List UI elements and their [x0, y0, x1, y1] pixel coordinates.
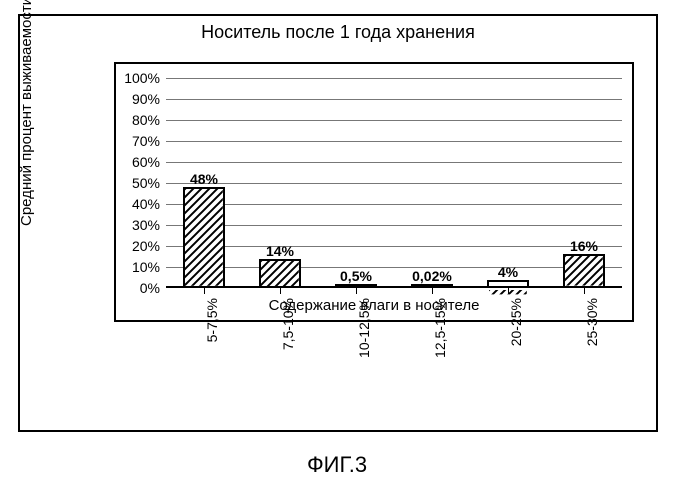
y-tick-label: 10% — [132, 259, 160, 275]
y-tick-label: 70% — [132, 133, 160, 149]
bar-value-label: 48% — [190, 171, 218, 187]
bar: 14% — [259, 259, 301, 288]
gridline — [166, 162, 622, 163]
gridline — [166, 120, 622, 121]
bar-value-label: 0,5% — [340, 268, 372, 284]
gridline — [166, 267, 622, 268]
bar-value-label: 16% — [570, 238, 598, 254]
y-tick-label: 0% — [140, 280, 160, 296]
y-tick-label: 60% — [132, 154, 160, 170]
bar-value-label: 4% — [498, 264, 518, 280]
bar-value-label: 0,02% — [412, 268, 452, 284]
y-tick-label: 50% — [132, 175, 160, 191]
x-tick — [280, 288, 281, 294]
x-tick — [204, 288, 205, 294]
x-tick — [584, 288, 585, 294]
x-axis-title: Содержание влаги в носителе — [116, 297, 632, 314]
figure-caption: ФИГ.3 — [0, 452, 674, 478]
bar: 48% — [183, 187, 225, 288]
gridline — [166, 141, 622, 142]
gridline — [166, 225, 622, 226]
gridline — [166, 183, 622, 184]
bar: 4% — [487, 280, 529, 288]
plot-frame: 0%10%20%30%40%50%60%70%80%90%100%48%5-7,… — [114, 62, 634, 322]
x-tick — [432, 288, 433, 294]
chart-outer-frame: Носитель после 1 года хранения Средний п… — [18, 14, 658, 432]
gridline — [166, 99, 622, 100]
chart-title: Носитель после 1 года хранения — [20, 22, 656, 43]
gridline — [166, 204, 622, 205]
bar: 16% — [563, 254, 605, 288]
y-tick-label: 80% — [132, 112, 160, 128]
bar-value-label: 14% — [266, 243, 294, 259]
y-tick-label: 20% — [132, 238, 160, 254]
x-axis-baseline — [166, 286, 622, 288]
y-tick-label: 30% — [132, 217, 160, 233]
plot-area: 0%10%20%30%40%50%60%70%80%90%100%48%5-7,… — [166, 78, 622, 288]
y-tick-label: 40% — [132, 196, 160, 212]
y-tick-label: 100% — [124, 70, 160, 86]
gridline — [166, 78, 622, 79]
gridline — [166, 246, 622, 247]
x-tick — [508, 288, 509, 294]
y-tick-label: 90% — [132, 91, 160, 107]
x-tick — [356, 288, 357, 294]
y-axis-title: Средний процент выживаемости — [18, 0, 35, 226]
